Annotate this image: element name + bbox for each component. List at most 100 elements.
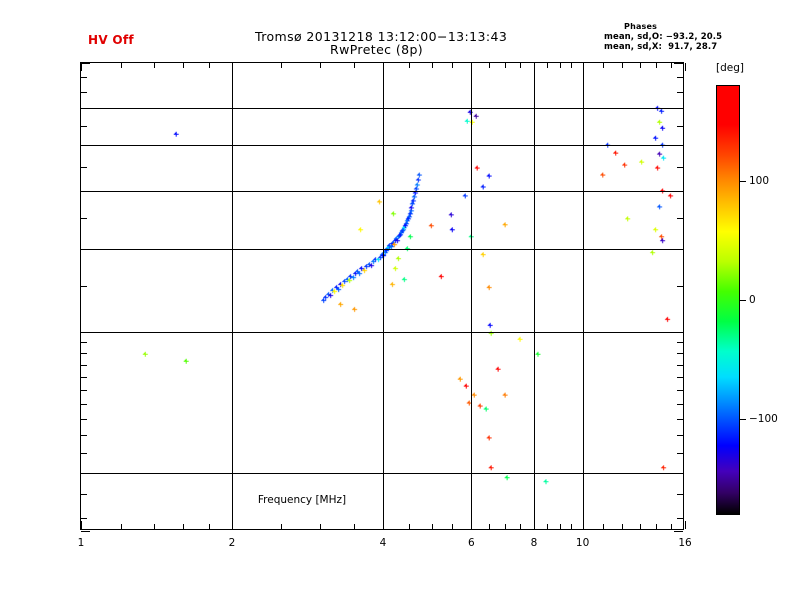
y-axis-minor-tick: [81, 353, 87, 355]
gridline-horizontal: [81, 190, 683, 192]
x-axis-tick-label: 6: [467, 537, 475, 549]
y-axis-minor-tick: [81, 377, 87, 378]
y-axis-minor-tick: [81, 517, 87, 519]
x-axis-tick-label: 1: [77, 537, 85, 549]
phase-stats-x-mode: mean, sd,X: 91.7, 28.7: [604, 42, 718, 52]
gridline-vertical: [471, 63, 473, 529]
y-axis-minor-tick: [677, 364, 683, 366]
y-axis-minor-tick: [677, 92, 683, 94]
gridline-vertical: [582, 63, 584, 529]
x-axis-tick: [685, 63, 686, 71]
colorbar-tick-label: 100: [749, 174, 770, 187]
y-axis-minor-tick: [677, 435, 683, 437]
y-axis-minor-tick: [677, 353, 683, 355]
y-axis-tick: [674, 249, 683, 251]
x-axis-minor-tick: [504, 63, 506, 68]
x-axis-minor-tick: [655, 524, 657, 529]
y-axis-tick: [81, 472, 90, 474]
y-axis-tick: [81, 145, 90, 147]
x-axis-minor-tick: [431, 524, 433, 529]
y-axis-minor-tick: [677, 390, 683, 392]
y-axis-minor-tick: [677, 453, 683, 455]
x-axis-minor-tick: [431, 63, 433, 68]
x-axis-minor-tick: [603, 524, 605, 529]
phase-stats-title: Phases: [624, 22, 658, 31]
x-axis-tick-label: 8: [530, 537, 538, 549]
x-axis-tick: [232, 63, 233, 71]
hv-status-label: HV Off: [88, 33, 134, 47]
y-axis-minor-tick: [81, 435, 87, 437]
y-axis-minor-tick: [81, 126, 87, 128]
colorbar-tick: [740, 180, 746, 182]
x-axis-minor-tick: [209, 524, 211, 529]
x-axis-minor-tick: [519, 63, 521, 68]
x-axis-minor-tick: [504, 524, 506, 529]
x-axis-tick: [582, 63, 584, 71]
y-axis-minor-tick: [81, 419, 87, 421]
x-axis-minor-tick: [154, 524, 156, 529]
y-axis-tick: [674, 331, 683, 333]
x-axis-minor-tick: [670, 524, 672, 529]
x-axis-minor-tick: [559, 63, 561, 68]
y-axis-tick: [81, 531, 90, 532]
x-axis-minor-tick: [408, 524, 410, 529]
y-axis-minor-tick: [81, 453, 87, 455]
colorbar-tick: [740, 419, 746, 421]
y-axis-minor-tick: [81, 217, 87, 219]
x-axis-tick: [534, 63, 535, 71]
y-axis-tick: [674, 531, 683, 532]
y-axis-minor-tick: [81, 77, 87, 79]
y-axis-minor-tick: [677, 126, 683, 128]
x-axis-minor-tick: [183, 524, 185, 529]
x-axis-minor-tick: [622, 524, 624, 529]
x-axis-tick: [534, 521, 535, 529]
x-axis-minor-tick: [320, 524, 322, 529]
y-axis-tick: [674, 190, 683, 192]
y-axis-minor-tick: [677, 517, 683, 519]
colorbar: 100 0 −100: [716, 85, 778, 515]
gridline-horizontal: [81, 145, 683, 147]
gridline-horizontal: [81, 108, 683, 110]
x-axis-minor-tick: [519, 524, 521, 529]
x-axis-tick: [471, 521, 473, 529]
y-axis-tick: [81, 63, 90, 64]
gridline-horizontal: [81, 249, 683, 251]
y-axis-tick: [81, 108, 90, 110]
scatter-plot-area: 75100200300400500600750124681016: [78, 62, 692, 549]
y-axis-minor-tick: [677, 77, 683, 79]
x-axis-minor-tick: [320, 63, 322, 68]
y-axis-tick: [674, 145, 683, 147]
y-axis-minor-tick: [677, 493, 683, 495]
y-axis-minor-tick: [81, 404, 87, 406]
x-axis-minor-tick: [353, 524, 355, 529]
x-axis-tick-label: 16: [678, 537, 692, 549]
y-axis-minor-tick: [677, 342, 683, 344]
x-axis-tick: [582, 521, 584, 529]
y-axis-tick: [81, 249, 90, 251]
y-axis-minor-tick: [81, 390, 87, 392]
x-axis-minor-tick: [670, 63, 672, 68]
x-axis-tick: [81, 63, 82, 71]
gridline-vertical: [383, 63, 384, 529]
colorbar-tick: [740, 300, 746, 301]
y-axis-minor-tick: [81, 342, 87, 344]
x-axis-minor-tick: [559, 524, 561, 529]
x-axis-tick: [685, 521, 686, 529]
y-axis-minor-tick: [81, 92, 87, 94]
x-axis-tick: [383, 63, 384, 71]
colorbar-tick-label: 0: [749, 294, 756, 306]
y-axis-minor-tick: [81, 493, 87, 495]
x-axis-minor-tick: [547, 63, 549, 68]
y-axis-tick: [674, 472, 683, 474]
plot-title-line1: Tromsø 20131218 13:12:00−13:13:43: [255, 29, 508, 44]
x-axis-minor-tick: [452, 524, 454, 529]
y-axis-minor-tick: [677, 286, 683, 288]
phase-stats-o-mode: mean, sd,O: −93.2, 20.5: [604, 32, 723, 42]
gridline-horizontal: [81, 331, 683, 333]
data-point-canvas: [81, 63, 683, 529]
plot-title-line2: RwPretec (8p): [330, 42, 424, 57]
x-axis-minor-tick: [280, 63, 282, 68]
y-axis-tick: [674, 108, 683, 110]
x-axis-minor-tick: [154, 63, 156, 68]
colorbar-gradient: [716, 85, 740, 515]
